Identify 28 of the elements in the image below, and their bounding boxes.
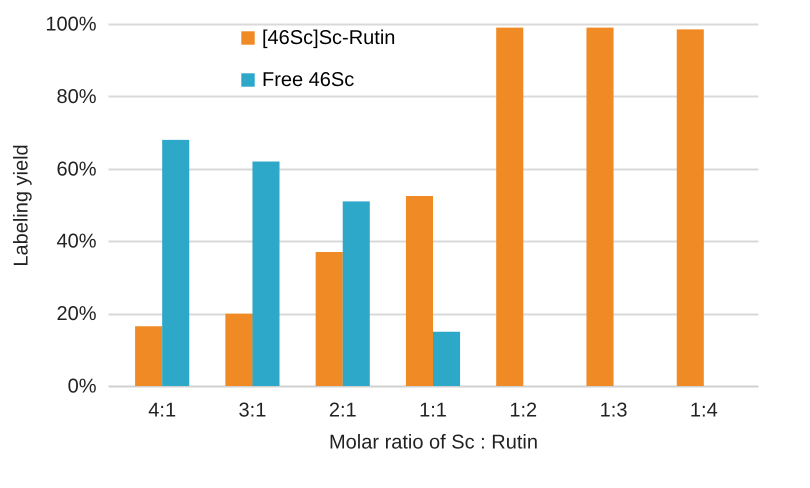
bar [252, 162, 280, 386]
bar [135, 326, 162, 386]
bar [496, 28, 524, 386]
bar [342, 201, 370, 386]
x-tick-label: 3:1 [238, 400, 266, 422]
x-tick-label: 1:2 [509, 400, 538, 422]
y-tick-label: 60% [56, 158, 97, 180]
x-tick-label: 1:4 [690, 400, 718, 422]
x-tick-label: 4:1 [148, 400, 176, 422]
legend-label: Free 46Sc [262, 69, 354, 91]
bar [162, 140, 190, 386]
bar [316, 252, 343, 386]
x-axis-title: Molar ratio of Sc : Rutin [329, 432, 538, 454]
bar [433, 332, 460, 386]
y-tick-label: 20% [56, 303, 97, 326]
x-tick-label: 2:1 [328, 400, 357, 422]
bar [676, 29, 704, 386]
x-tick-label: 1:3 [600, 400, 628, 422]
y-tick-label: 0% [68, 376, 97, 398]
y-axis-title: Labeling yield [10, 144, 32, 267]
bar [406, 196, 433, 386]
y-tick-label: 80% [56, 86, 97, 108]
legend-label: [46Sc]Sc-Rutin [262, 27, 396, 49]
bar [225, 314, 252, 386]
bar [586, 28, 614, 386]
x-tick-label: 1:1 [419, 400, 447, 422]
y-tick-label: 100% [45, 14, 97, 36]
y-tick-label: 40% [56, 230, 97, 253]
